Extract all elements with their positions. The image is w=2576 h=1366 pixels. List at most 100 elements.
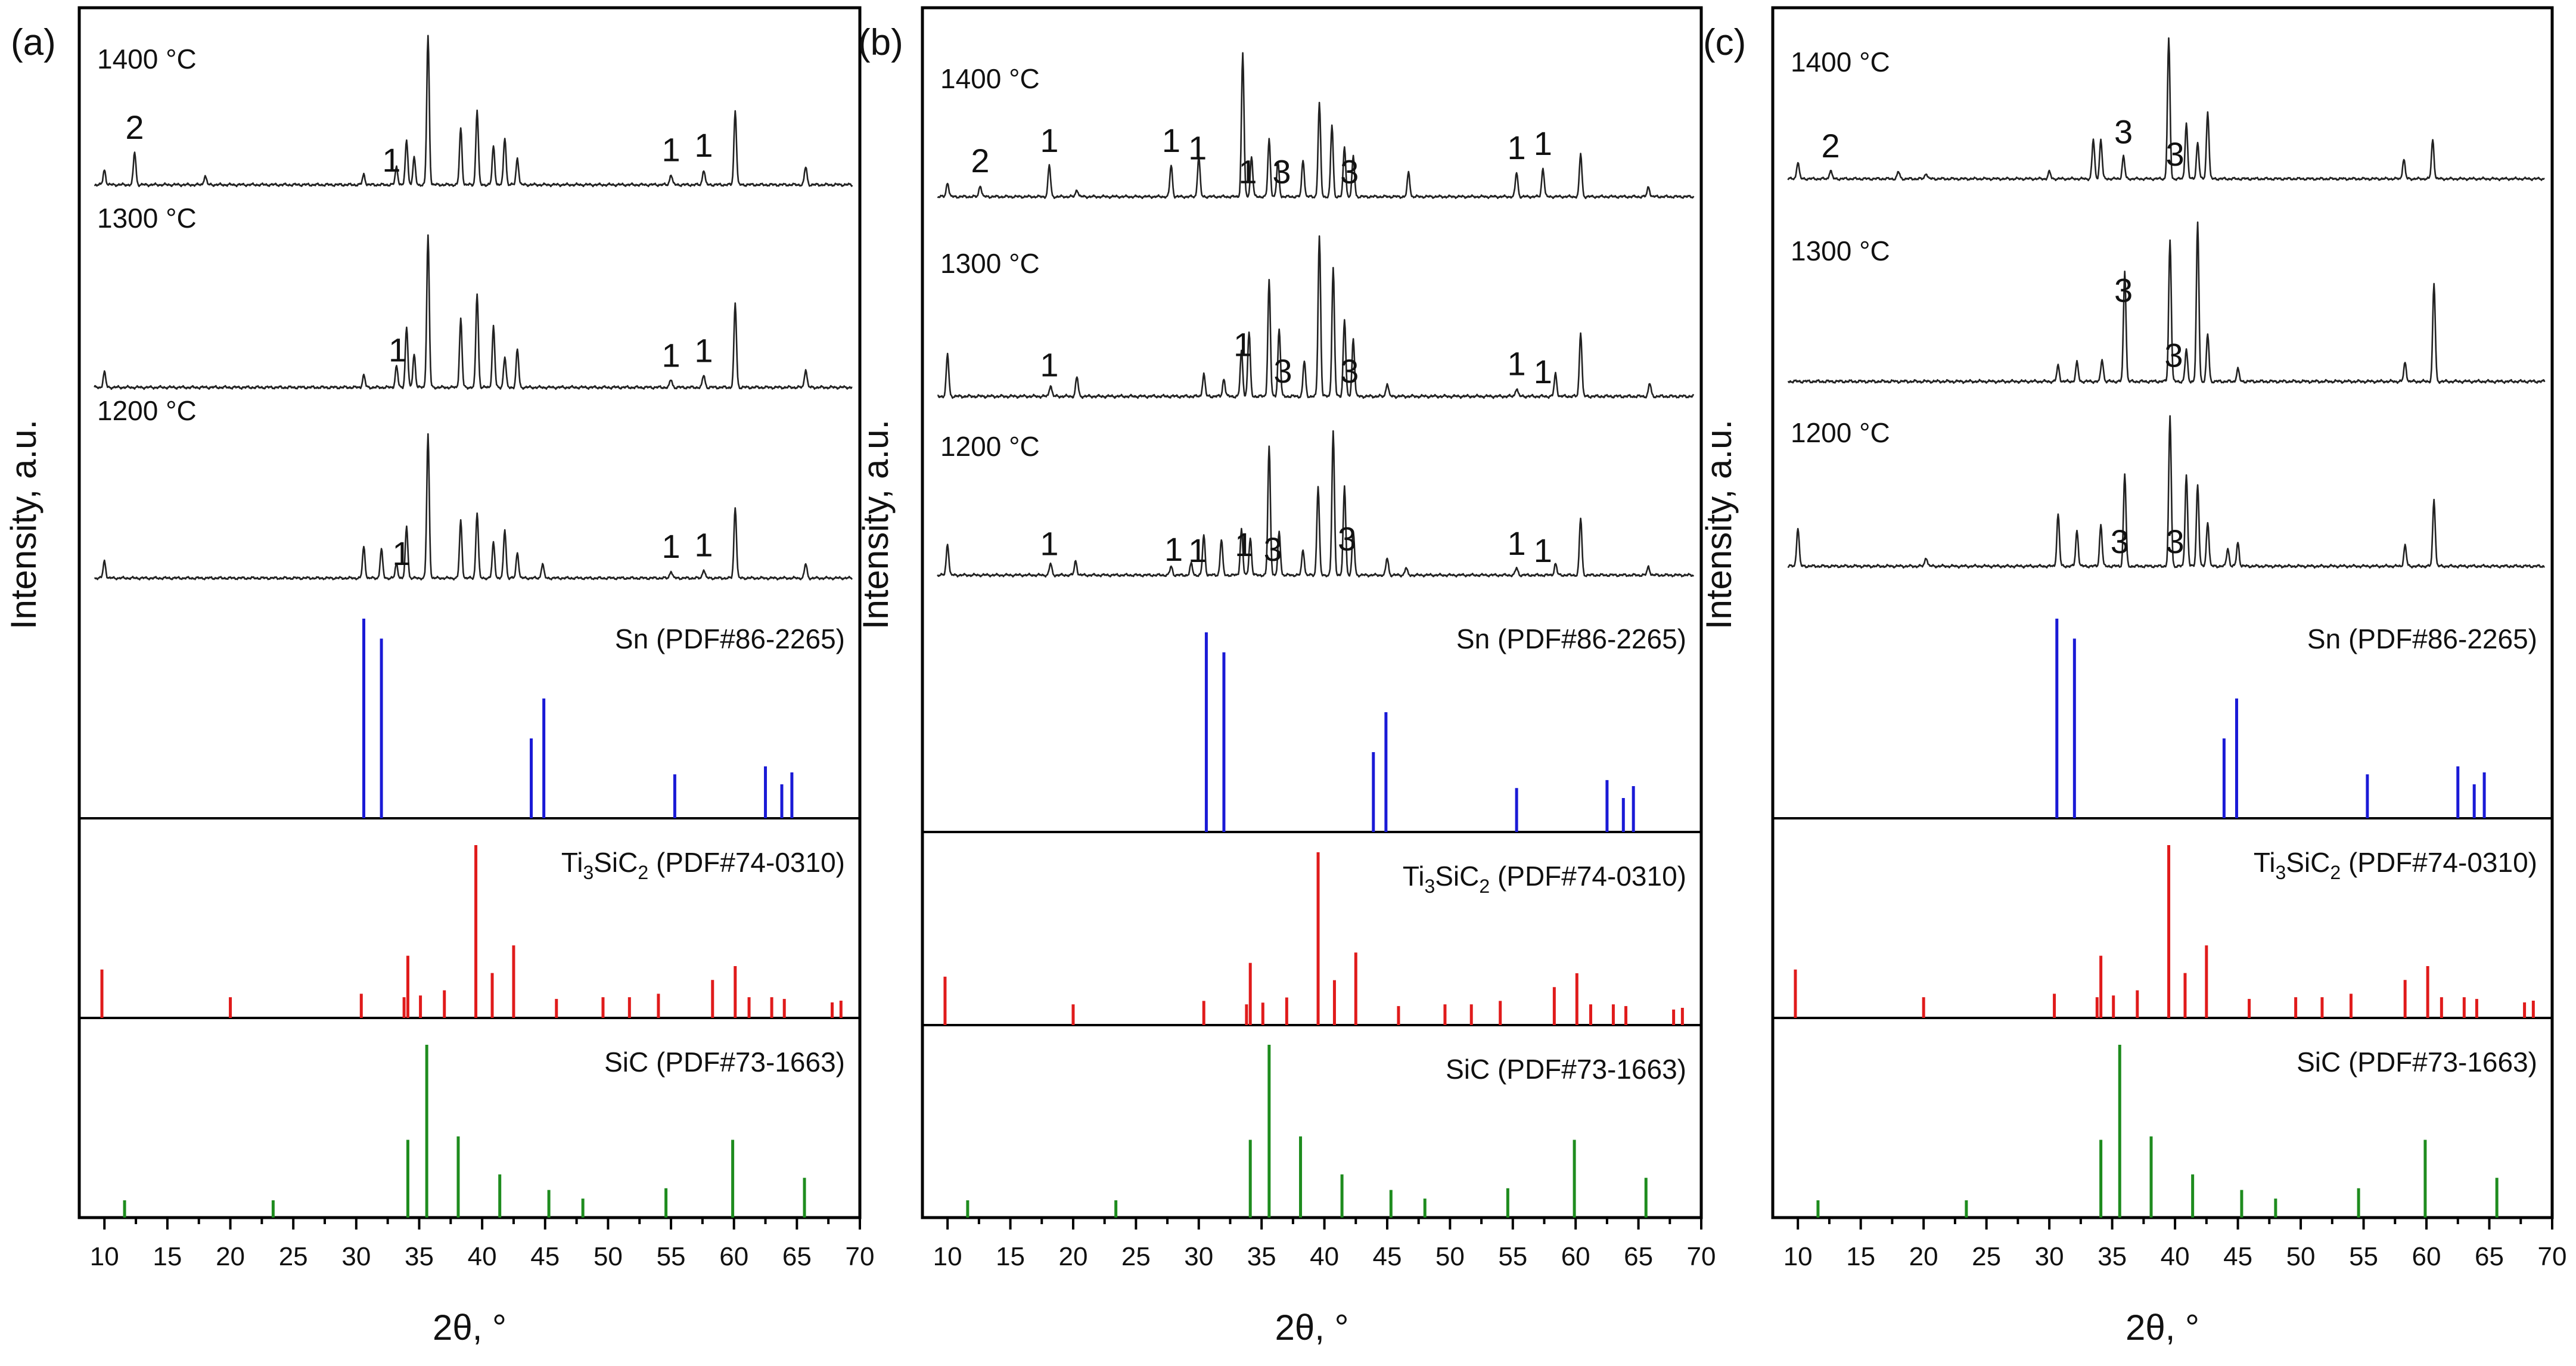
xrd-pattern-1400 — [94, 35, 853, 188]
x-tick-label: 15 — [1846, 1242, 1875, 1271]
x-tick-label: 65 — [1624, 1242, 1653, 1271]
x-tick-label: 40 — [468, 1242, 497, 1271]
x-tick-label: 40 — [1310, 1242, 1339, 1271]
y-axis-title: Intensity, a.u. — [856, 420, 896, 629]
reference-label-part: Ti — [561, 847, 583, 878]
xrd-pattern-1300 — [94, 234, 853, 390]
panel-label: (a) — [11, 22, 56, 63]
temperature-label: 1400 °C — [1791, 46, 1890, 77]
reference-label: SiC (PDF#73-1663) — [1446, 1054, 1686, 1085]
reference-label-part: Ti — [2254, 847, 2276, 878]
y-axis-title: Intensity, a.u. — [4, 420, 43, 629]
x-tick-label: 30 — [341, 1242, 371, 1271]
peak-marker: 1 — [694, 526, 713, 564]
peak-marker: 2 — [125, 108, 144, 146]
peak-marker: 1 — [1040, 346, 1058, 384]
xrd-pattern-1400 — [937, 52, 1695, 200]
xrd-pattern-1200 — [1787, 415, 2545, 569]
peak-marker: 1 — [661, 527, 680, 565]
peak-marker: 3 — [1340, 352, 1359, 390]
reference-label-part: 3 — [2275, 862, 2286, 883]
reference-label-part: 3 — [1424, 876, 1435, 897]
x-tick-label: 10 — [90, 1242, 119, 1271]
peak-marker: 3 — [2166, 135, 2185, 173]
reference-label: SiC (PDF#73-1663) — [2297, 1047, 2537, 1078]
x-tick-label: 45 — [530, 1242, 560, 1271]
xrd-pattern-1300 — [937, 235, 1695, 399]
temperature-label: 1200 °C — [940, 431, 1040, 462]
x-tick-label: 25 — [1121, 1242, 1151, 1271]
peak-marker: 1 — [1164, 530, 1183, 568]
plot-frame — [77, 6, 862, 1219]
peak-marker: 3 — [2114, 272, 2133, 309]
plot-frame — [921, 6, 1703, 1219]
peak-marker: 1 — [1040, 122, 1058, 159]
x-tick-label: 35 — [1247, 1242, 1276, 1271]
peak-marker: 1 — [1235, 526, 1253, 563]
peak-marker: 1 — [1534, 532, 1552, 569]
peak-marker: 1 — [1508, 129, 1526, 166]
peak-marker: 1 — [1508, 345, 1526, 383]
peak-marker: 3 — [2164, 337, 2183, 374]
peak-marker: 1 — [1238, 153, 1257, 190]
peak-marker: 1 — [389, 331, 407, 369]
peak-marker: 3 — [2111, 523, 2129, 560]
peak-marker: 1 — [1188, 129, 1207, 167]
y-axis-title: Intensity, a.u. — [1699, 420, 1739, 629]
peak-marker: 3 — [1338, 520, 1356, 558]
panel-label: (c) — [1703, 22, 1746, 63]
x-tick-label: 10 — [1783, 1242, 1813, 1271]
reference-label: Sn (PDF#86-2265) — [615, 623, 845, 654]
reference-label: Sn (PDF#86-2265) — [2307, 623, 2537, 654]
peak-marker: 2 — [1821, 127, 1839, 164]
x-tick-label: 30 — [2035, 1242, 2064, 1271]
x-tick-label: 70 — [1687, 1242, 1716, 1271]
xrd-pattern-1300 — [1787, 221, 2546, 384]
temperature-label: 1300 °C — [1791, 235, 1890, 266]
peak-marker: 3 — [2114, 113, 2133, 150]
temperature-label: 1200 °C — [1791, 417, 1890, 448]
x-tick-label: 45 — [2223, 1242, 2252, 1271]
temperature-label: 1300 °C — [97, 203, 197, 234]
x-axis-title: 2θ, ° — [2126, 1308, 2199, 1348]
temperature-label: 1400 °C — [97, 44, 197, 74]
peak-marker: 1 — [1162, 122, 1180, 159]
temperature-label: 1300 °C — [940, 248, 1040, 279]
reference-label-part: SiC — [593, 847, 638, 878]
reference-label-part: (PDF#74-0310) — [648, 847, 845, 878]
reference-label-part: (PDF#74-0310) — [1490, 861, 1686, 892]
x-tick-label: 50 — [593, 1242, 623, 1271]
reference-label: Ti3SiC2 (PDF#74-0310) — [2254, 847, 2537, 883]
temperature-label: 1400 °C — [940, 63, 1040, 94]
x-tick-label: 55 — [657, 1242, 686, 1271]
peak-marker: 3 — [1272, 153, 1291, 190]
x-tick-label: 20 — [216, 1242, 245, 1271]
peak-marker: 1 — [1188, 532, 1207, 569]
x-tick-label: 35 — [405, 1242, 434, 1271]
peak-marker: 3 — [1264, 530, 1282, 568]
x-tick-label: 35 — [2098, 1242, 2127, 1271]
peak-marker: 3 — [2166, 523, 2185, 560]
x-tick-label: 25 — [279, 1242, 308, 1271]
x-tick-label: 65 — [782, 1242, 812, 1271]
x-tick-label: 55 — [2349, 1242, 2378, 1271]
peak-marker: 1 — [1534, 353, 1552, 390]
peak-marker: 1 — [392, 535, 411, 572]
xrd-pattern-1400 — [1787, 37, 2545, 182]
peak-marker: 1 — [694, 126, 713, 164]
reference-label: Ti3SiC2 (PDF#74-0310) — [1403, 861, 1686, 897]
x-tick-label: 10 — [933, 1242, 962, 1271]
reference-label: Sn (PDF#86-2265) — [1456, 623, 1686, 654]
panel-label: (b) — [858, 22, 903, 63]
peak-marker: 1 — [1534, 125, 1552, 162]
reference-label-part: (PDF#74-0310) — [2341, 847, 2537, 878]
xrd-pattern-1200 — [94, 433, 853, 581]
x-tick-label: 65 — [2475, 1242, 2504, 1271]
xrd-pattern-1200 — [937, 430, 1695, 578]
peak-marker: 1 — [1508, 524, 1526, 562]
x-tick-label: 60 — [719, 1242, 748, 1271]
panel-c: (c) Intensity, a.u. 2θ, ° 10 15 20 25 30 35 40 45 5… — [1699, 6, 2566, 1348]
peak-marker: 1 — [694, 332, 713, 370]
reference-label: Ti3SiC2 (PDF#74-0310) — [561, 847, 845, 883]
